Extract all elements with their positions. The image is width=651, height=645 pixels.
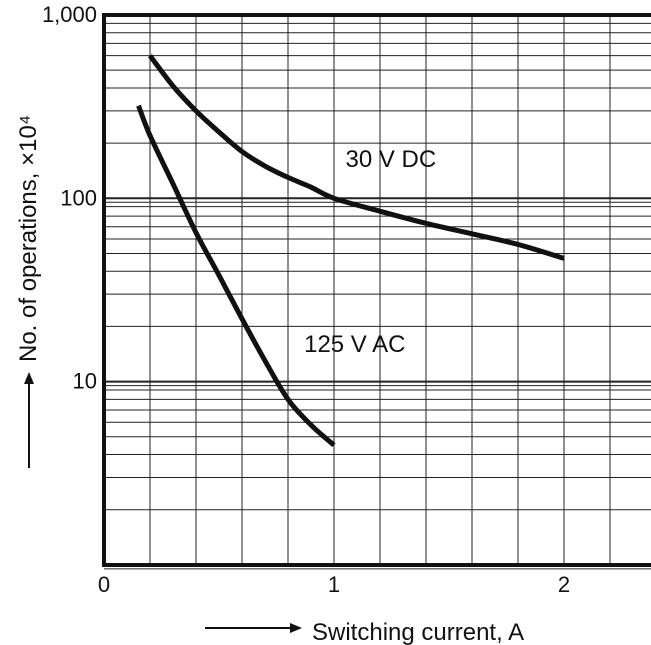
series-label: 30 V DC [346, 146, 437, 173]
y-tick-label: 1,000 [42, 2, 97, 27]
tick-labels: 0 1 2 10 100 1,000 [42, 2, 570, 597]
series-line-125v-ac [136, 104, 336, 448]
y-axis-label: No. of operations, ×10⁴ [15, 115, 42, 362]
series-label: 125 V AC [304, 331, 405, 358]
y-tick-label: 10 [73, 369, 97, 394]
series-labels: 30 V DC 125 V AC [304, 146, 436, 358]
x-axis-arrow-icon [205, 623, 302, 633]
series-line-30v-dc [148, 54, 565, 261]
series-lines [136, 54, 565, 448]
x-tick-label: 0 [98, 572, 110, 597]
plot-frame [102, 13, 651, 567]
x-tick-label: 2 [558, 572, 570, 597]
y-axis-arrow-icon [24, 372, 34, 468]
x-axis-label: Switching current, A [312, 619, 524, 645]
y-axis-label-group: No. of operations, ×10⁴ [15, 115, 42, 362]
y-tick-label: 100 [60, 185, 97, 210]
y-arrow-head [24, 372, 34, 384]
x-tick-label: 1 [328, 572, 340, 597]
x-arrow-head [290, 623, 302, 633]
